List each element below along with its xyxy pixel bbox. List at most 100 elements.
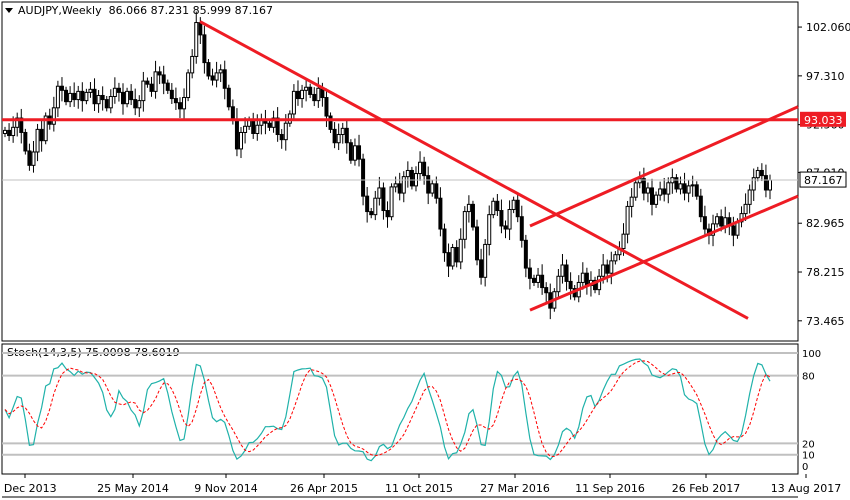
candle-body-up xyxy=(186,72,191,99)
candle xyxy=(251,112,256,139)
candle-body-up xyxy=(458,238,463,263)
candle xyxy=(64,86,69,106)
candle-body-up xyxy=(271,117,276,128)
price-tick-label: 102.060 xyxy=(806,21,850,34)
candle xyxy=(35,123,40,162)
candle-body-down xyxy=(251,119,256,134)
candle xyxy=(291,84,296,120)
candle-body-up xyxy=(182,97,187,110)
candle xyxy=(76,85,81,109)
candle-body-up xyxy=(747,189,752,205)
candle xyxy=(711,214,716,247)
candle xyxy=(564,259,569,291)
trendline-channel-lower xyxy=(529,194,799,312)
candle xyxy=(682,172,687,201)
stoch-level-label: 20 xyxy=(802,439,815,450)
candle-body-down xyxy=(100,94,105,101)
candle xyxy=(491,197,496,219)
candle-body-down xyxy=(564,264,569,282)
candle-body-up xyxy=(715,216,720,225)
candle xyxy=(226,84,231,111)
candle-body-down xyxy=(275,117,280,136)
candle-body-down xyxy=(116,87,121,93)
candle xyxy=(141,71,146,112)
candle xyxy=(92,78,97,111)
candle-body-up xyxy=(76,90,81,101)
candle-body-down xyxy=(446,252,451,267)
stoch-signal-line xyxy=(4,360,771,457)
candle xyxy=(39,120,44,152)
candle-body-down xyxy=(80,90,85,102)
candle-body-down xyxy=(540,274,545,289)
candle xyxy=(100,86,105,111)
candle xyxy=(116,82,121,102)
candle xyxy=(80,82,85,112)
chart-menu-arrow-icon[interactable] xyxy=(5,8,13,13)
candle xyxy=(332,122,337,149)
candle xyxy=(161,65,166,95)
candle xyxy=(580,262,585,290)
candle xyxy=(31,140,36,173)
candle-body-up xyxy=(125,90,130,105)
candle xyxy=(743,193,748,221)
trendline-downtrend xyxy=(199,20,749,320)
candle-body-down xyxy=(682,183,687,194)
candle-body-down xyxy=(702,216,707,230)
candle-body-up xyxy=(194,22,199,57)
candle-body-up xyxy=(88,88,93,93)
candle-body-up xyxy=(491,200,496,216)
candle-body-up xyxy=(336,134,341,144)
candle-body-down xyxy=(161,74,166,84)
candle-body-down xyxy=(206,62,211,77)
candle-body-down xyxy=(434,183,439,199)
candle-body-up xyxy=(666,182,671,195)
candle xyxy=(401,171,406,203)
candle xyxy=(214,61,219,88)
candle xyxy=(344,119,349,154)
candle-body-up xyxy=(43,115,48,142)
candle-body-down xyxy=(226,87,231,108)
candle xyxy=(479,248,484,285)
candle xyxy=(308,83,313,99)
candle xyxy=(304,78,309,102)
candle-body-up xyxy=(768,179,772,191)
candle-body-up xyxy=(214,72,219,81)
candle-body-up xyxy=(291,90,296,115)
candle xyxy=(373,190,378,221)
candle xyxy=(426,166,431,205)
candle xyxy=(686,180,691,203)
candle-body-up xyxy=(35,128,40,153)
candle-body-up xyxy=(373,197,378,216)
stoch-level-label: 80 xyxy=(802,372,815,383)
candle-body-down xyxy=(454,247,459,263)
candle-body-down xyxy=(499,210,504,227)
candle-body-up xyxy=(137,100,142,109)
candle xyxy=(108,89,113,114)
candle-body-up xyxy=(255,124,260,134)
candle-body-down xyxy=(295,90,300,100)
candle-body-down xyxy=(165,82,170,91)
candle-body-down xyxy=(23,131,28,152)
candle-body-up xyxy=(560,264,565,277)
candle-body-up xyxy=(755,169,760,179)
candle-body-up xyxy=(190,55,195,74)
candle-body-up xyxy=(597,275,602,291)
price-tick-label: 97.310 xyxy=(806,70,845,83)
candle xyxy=(222,60,227,100)
candle-body-down xyxy=(662,188,667,195)
candle xyxy=(190,49,195,79)
candle-body-down xyxy=(527,267,532,279)
candle-body-up xyxy=(487,214,492,245)
candle-body-up xyxy=(51,107,56,125)
candle xyxy=(462,206,467,249)
candle xyxy=(177,97,182,118)
candle-body-down xyxy=(584,272,589,287)
current-price-label: 87.167 xyxy=(804,174,843,187)
candle-body-down xyxy=(568,280,573,290)
candle xyxy=(352,138,357,166)
candle-body-up xyxy=(450,247,455,267)
candle xyxy=(434,176,439,204)
candle-body-down xyxy=(357,145,362,160)
candle xyxy=(194,11,199,64)
